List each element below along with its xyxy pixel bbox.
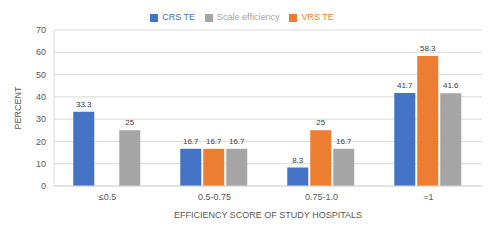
svg-text:60: 60	[36, 47, 46, 57]
svg-text:16.7: 16.7	[206, 137, 222, 146]
svg-text:0: 0	[41, 181, 46, 191]
html-text:VRS TE: VRS TE	[301, 12, 334, 22]
svg-text:58.3: 58.3	[420, 44, 436, 53]
svg-text:70: 70	[36, 25, 46, 35]
svg-text:20: 20	[36, 137, 46, 147]
svg-text:0.75-1.0: 0.75-1.0	[305, 192, 338, 202]
svg-text:PERCENT: PERCENT	[13, 86, 23, 130]
svg-text:30: 30	[36, 114, 46, 124]
svg-text:8.3: 8.3	[292, 156, 304, 165]
svg-text:16.7: 16.7	[229, 137, 245, 146]
svg-text:16.7: 16.7	[336, 137, 352, 146]
svg-text:EFFICIENCY SCORE OF STUDY HOSP: EFFICIENCY SCORE OF STUDY HOSPITALS	[174, 210, 362, 220]
svg-text:=1: =1	[423, 192, 433, 202]
svg-text:41.6: 41.6	[443, 81, 459, 90]
svg-text:10: 10	[36, 159, 46, 169]
svg-text:40: 40	[36, 92, 46, 102]
svg-text:41.7: 41.7	[397, 81, 413, 90]
svg-text:33.3: 33.3	[76, 100, 92, 109]
svg-text:50: 50	[36, 70, 46, 80]
html-text:CRS TE: CRS TE	[162, 12, 196, 22]
svg-text:0.5-0.75: 0.5-0.75	[198, 192, 231, 202]
svg-text:25: 25	[316, 118, 325, 127]
svg-text:25: 25	[125, 118, 134, 127]
html-text:Scale efficiency: Scale efficiency	[217, 12, 280, 22]
svg-text:16.7: 16.7	[183, 137, 199, 146]
svg-text:≤0.5: ≤0.5	[99, 192, 116, 202]
